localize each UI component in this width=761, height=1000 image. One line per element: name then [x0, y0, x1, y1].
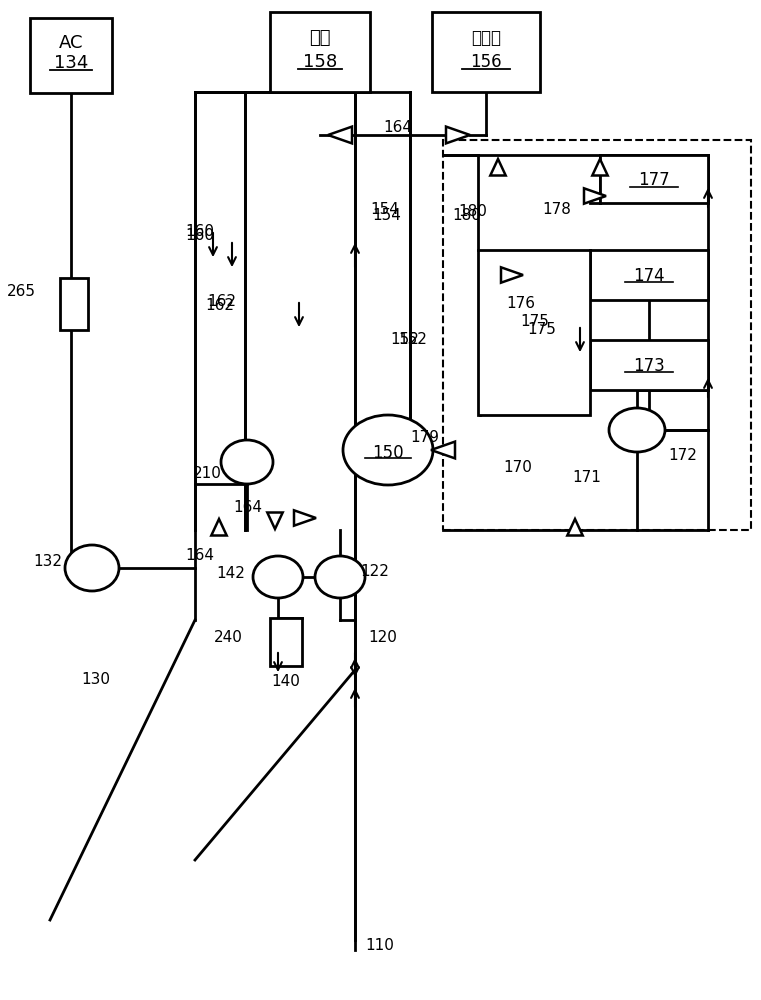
Text: 152: 152 [390, 332, 419, 348]
Bar [270, 12, 370, 92]
Polygon shape [294, 510, 316, 526]
Polygon shape [567, 519, 583, 536]
Text: 173: 173 [633, 357, 665, 375]
Text: 179: 179 [410, 430, 439, 444]
Text: 170: 170 [504, 460, 533, 476]
Text: 150: 150 [372, 444, 404, 462]
Text: 160: 160 [185, 225, 214, 239]
Text: 265: 265 [7, 284, 36, 300]
Text: 130: 130 [81, 672, 110, 688]
Bar [270, 618, 302, 666]
Polygon shape [584, 188, 606, 204]
Text: 血浆: 血浆 [309, 29, 331, 47]
Bar [590, 340, 708, 390]
Polygon shape [267, 512, 282, 529]
Text: 132: 132 [33, 554, 62, 570]
Text: 122: 122 [360, 564, 389, 580]
Text: 176: 176 [506, 296, 535, 310]
Text: 210: 210 [193, 466, 222, 481]
Text: 162: 162 [207, 294, 236, 310]
Text: 171: 171 [572, 471, 601, 486]
Polygon shape [592, 159, 608, 176]
Text: 血小板: 血小板 [471, 29, 501, 47]
Ellipse shape [609, 408, 665, 452]
Ellipse shape [65, 545, 119, 591]
Polygon shape [490, 159, 506, 176]
Bar [478, 250, 590, 415]
Text: 140: 140 [271, 674, 300, 690]
Text: 162: 162 [205, 298, 234, 312]
Text: 178: 178 [542, 202, 571, 218]
Ellipse shape [221, 440, 273, 484]
Text: 160: 160 [185, 228, 214, 242]
Polygon shape [328, 127, 352, 143]
Bar [443, 140, 751, 530]
Bar [432, 12, 540, 92]
Text: 180: 180 [458, 205, 487, 220]
Polygon shape [501, 267, 523, 283]
Text: 172: 172 [668, 448, 697, 462]
Bar [600, 155, 708, 203]
Polygon shape [431, 442, 455, 458]
Ellipse shape [315, 556, 365, 598]
Text: 174: 174 [633, 267, 665, 285]
Text: AC: AC [59, 34, 83, 52]
Bar [590, 250, 708, 300]
Text: 142: 142 [216, 566, 245, 580]
Text: 175: 175 [527, 322, 556, 338]
Ellipse shape [343, 415, 433, 485]
Text: 164: 164 [186, 548, 215, 564]
Text: 156: 156 [470, 53, 501, 71]
Text: 164: 164 [384, 120, 412, 135]
Text: 134: 134 [54, 54, 88, 72]
Polygon shape [212, 519, 227, 536]
Polygon shape [446, 127, 470, 143]
Bar [30, 18, 112, 93]
Text: 177: 177 [638, 171, 670, 189]
Text: 240: 240 [214, 631, 243, 646]
Text: 164: 164 [234, 500, 263, 516]
Text: 158: 158 [303, 53, 337, 71]
Text: 154: 154 [370, 202, 399, 218]
Text: 110: 110 [365, 938, 394, 952]
Text: 152: 152 [398, 332, 427, 348]
Bar [60, 278, 88, 330]
Text: 175: 175 [520, 314, 549, 330]
Text: 120: 120 [368, 631, 397, 646]
Text: 180: 180 [452, 208, 481, 223]
Ellipse shape [253, 556, 303, 598]
Text: 154: 154 [372, 208, 401, 223]
